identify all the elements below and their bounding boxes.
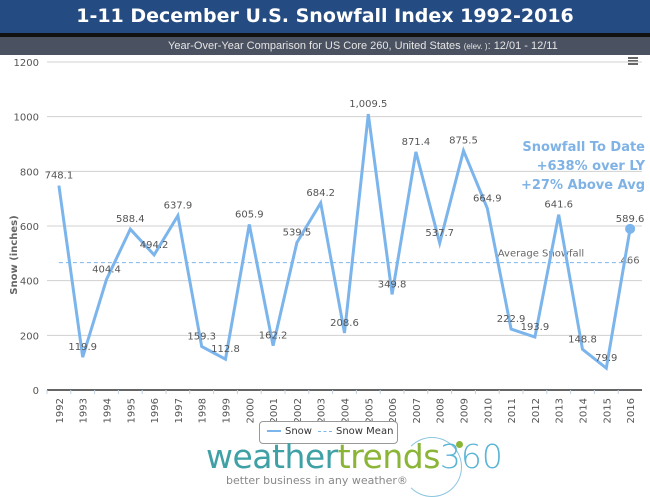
logo-tagline: better business in any weather®	[226, 474, 408, 487]
data-label: 871.4	[402, 137, 431, 148]
legend-item-snow[interactable]: Snow	[267, 426, 312, 437]
weathertrends-logo: weathertrends360	[206, 437, 503, 476]
x-tick-label: 2009	[460, 398, 471, 423]
y-tick-label: 600	[20, 222, 39, 233]
y-axis-label: Snow (inches)	[9, 215, 20, 294]
x-tick-label: 2015	[602, 398, 613, 423]
legend-label-snow: Snow	[285, 426, 312, 437]
x-tick-label: 1998	[198, 398, 209, 423]
subtitle-main: Year-Over-Year Comparison for US Core 26…	[168, 40, 464, 52]
x-tick-label: 1997	[174, 398, 185, 423]
y-tick-label: 800	[20, 167, 39, 178]
data-label: 637.9	[164, 201, 193, 212]
legend-label-snow-mean: Snow Mean	[336, 426, 393, 437]
logo-trends: trends	[338, 437, 440, 476]
y-tick-label: 1200	[14, 58, 39, 69]
annotation-line-3: +27% Above Avg	[505, 176, 645, 195]
x-tick-label: 2002	[293, 398, 304, 423]
data-label: 1,009.5	[349, 99, 387, 110]
line-chart: 0 200 400 600 800 1000 1200 1992 1993 1994 1995 19…	[0, 55, 650, 425]
subtitle-elev: (elev. )	[464, 42, 488, 51]
data-label: 684.2	[306, 188, 335, 199]
x-tick-label: 2004	[341, 398, 352, 423]
legend-dashed-line-icon	[318, 431, 332, 432]
x-tick-label: 1994	[103, 398, 114, 423]
y-tick-label: 0	[33, 386, 39, 397]
data-label: 112.8	[211, 344, 240, 355]
annotation-line-1: Snowfall To Date	[505, 138, 645, 157]
data-label: 208.6	[330, 318, 359, 329]
data-label: 404.4	[92, 264, 121, 275]
x-tick-label: 2016	[626, 398, 637, 423]
data-label: 664.9	[473, 193, 502, 204]
legend-item-snow-mean[interactable]: Snow Mean	[318, 426, 393, 437]
data-label: 748.1	[45, 171, 74, 182]
data-label: 605.9	[235, 209, 264, 220]
data-label: 494.2	[140, 240, 169, 251]
snowfall-summary-annotation: Snowfall To Date +638% over LY +27% Abov…	[505, 138, 645, 195]
subtitle-range: : 12/01 - 12/11	[488, 40, 558, 52]
data-label: 193.9	[521, 322, 550, 333]
y-tick-label: 1000	[14, 113, 39, 124]
x-tick-label: 2006	[388, 398, 399, 423]
y-tick-label: 400	[20, 277, 39, 288]
x-tick-label: 2014	[579, 398, 590, 423]
data-label: 148.8	[568, 334, 597, 345]
x-tick-label: 2007	[412, 398, 423, 423]
data-label: 875.5	[449, 136, 478, 147]
x-tick-label: 2000	[245, 398, 256, 423]
x-tick-label: 2001	[269, 398, 280, 423]
logo-360: 360	[440, 437, 503, 476]
x-tick-label: 2010	[483, 398, 494, 423]
data-label: 589.6	[616, 214, 645, 225]
chart-title: 1-11 December U.S. Snowfall Index 1992-2…	[0, 0, 650, 33]
data-label: 119.9	[68, 342, 97, 353]
x-tick-label: 1999	[222, 398, 233, 423]
chart-subtitle: Year-Over-Year Comparison for US Core 26…	[0, 37, 650, 55]
x-tick-label: 1995	[126, 398, 137, 423]
x-tick-label: 2012	[531, 398, 542, 423]
x-tick-label: 1992	[55, 398, 66, 423]
x-tick-label: 2013	[555, 398, 566, 423]
data-label: 641.6	[544, 200, 573, 211]
x-tick-label: 1996	[150, 398, 161, 423]
snow-last-point-marker	[625, 224, 635, 234]
x-tick-label: 2008	[436, 398, 447, 423]
data-label: 539.5	[283, 228, 312, 239]
data-label: 537.7	[425, 228, 454, 239]
data-label: 79.9	[595, 353, 617, 364]
x-tick-label: 2011	[507, 398, 518, 423]
x-tick-label: 2003	[317, 398, 328, 423]
y-tick-label: 200	[20, 331, 39, 342]
x-tick-label: 1993	[79, 398, 90, 423]
annotation-line-2: +638% over LY	[505, 157, 645, 176]
data-label: 349.8	[378, 279, 407, 290]
legend-solid-line-icon	[267, 430, 281, 432]
data-label: 588.4	[116, 214, 145, 225]
data-label: 159.3	[187, 331, 216, 342]
logo-weather: weather	[206, 437, 338, 476]
average-snowfall-label: Average Snowfall	[498, 249, 584, 260]
x-tick-label: 2005	[364, 398, 375, 423]
data-label: 162.2	[259, 331, 288, 342]
